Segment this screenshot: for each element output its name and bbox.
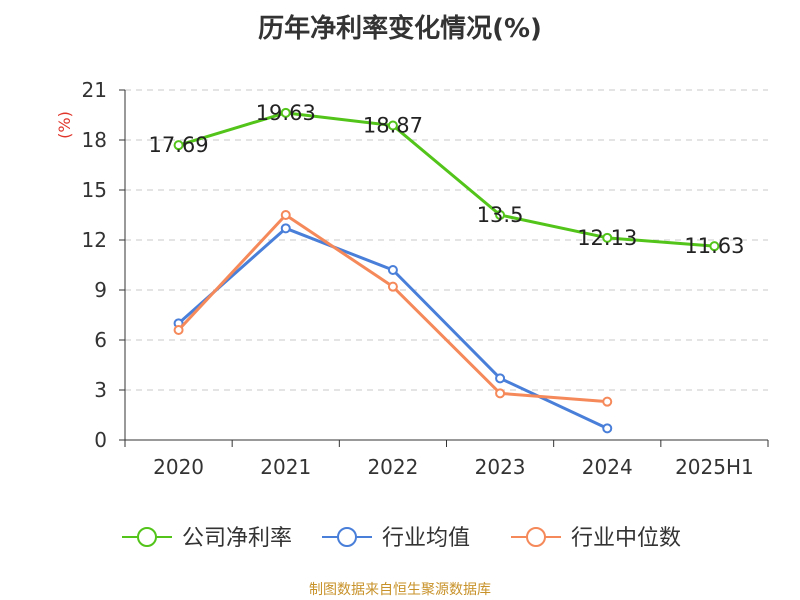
- data-point: [602, 423, 613, 434]
- x-tick-label: 2020: [153, 455, 204, 479]
- y-tick-label: 0: [94, 428, 107, 452]
- data-label: 11.63: [684, 234, 744, 258]
- data-point: [280, 223, 291, 234]
- data-point: [495, 373, 506, 384]
- data-point: [495, 388, 506, 399]
- x-tick-label: 2025H1: [675, 455, 754, 479]
- data-point: [387, 120, 398, 131]
- legend-marker: [526, 527, 546, 547]
- data-label: 13.5: [477, 203, 524, 227]
- y-tick-label: 21: [82, 78, 107, 102]
- x-tick-label: 2021: [260, 455, 311, 479]
- legend-label: 行业均值: [382, 526, 470, 551]
- series-line: [177, 226, 608, 430]
- chart-title: 历年净利率变化情况(%): [258, 14, 542, 44]
- data-point: [173, 140, 184, 151]
- legend-marker: [137, 527, 157, 547]
- grid-layer: [125, 89, 768, 391]
- data-label: 17.69: [149, 133, 209, 157]
- axis-layer: 0 3 6 9 12 15 18 21 2020 2021 2022 2023 2024 2025H1 (%…: [55, 78, 769, 479]
- data-point: [495, 210, 506, 220]
- data-label: 18.87: [363, 114, 423, 138]
- data-label: 19.63: [256, 101, 316, 125]
- x-tick-label: 2022: [367, 455, 418, 479]
- data-point: [387, 281, 398, 292]
- y-tick-label: 18: [82, 128, 107, 152]
- y-tick-label: 3: [94, 378, 107, 402]
- data-point: [387, 265, 398, 275]
- data-label: 12.13: [577, 226, 637, 250]
- x-tick-label: 2023: [475, 455, 526, 479]
- source-note: 制图数据来自恒生聚源数据库: [309, 582, 491, 598]
- data-point: [602, 396, 613, 407]
- x-tick-label: 2024: [582, 455, 633, 479]
- y-tick-label: 15: [82, 178, 107, 202]
- legend-marker: [337, 527, 357, 547]
- series-layer: [173, 107, 720, 434]
- data-label-layer: 17.69 19.63 18.87 13.5 12.13 11.63: [149, 101, 745, 258]
- data-point: [173, 325, 184, 335]
- data-point: [280, 210, 291, 220]
- data-point: [280, 107, 291, 118]
- series-line: [178, 111, 715, 248]
- data-point: [709, 241, 720, 252]
- legend: 公司净利率 行业均值 行业中位数: [122, 526, 681, 551]
- y-tick-label: 6: [94, 328, 107, 352]
- legend-label: 公司净利率: [182, 526, 292, 551]
- y-axis-label: (%): [55, 111, 74, 139]
- series-line: [177, 213, 608, 404]
- data-point: [602, 232, 613, 243]
- y-tick-label: 9: [94, 278, 107, 302]
- legend-label: 行业中位数: [571, 526, 681, 551]
- y-tick-label: 12: [82, 228, 107, 252]
